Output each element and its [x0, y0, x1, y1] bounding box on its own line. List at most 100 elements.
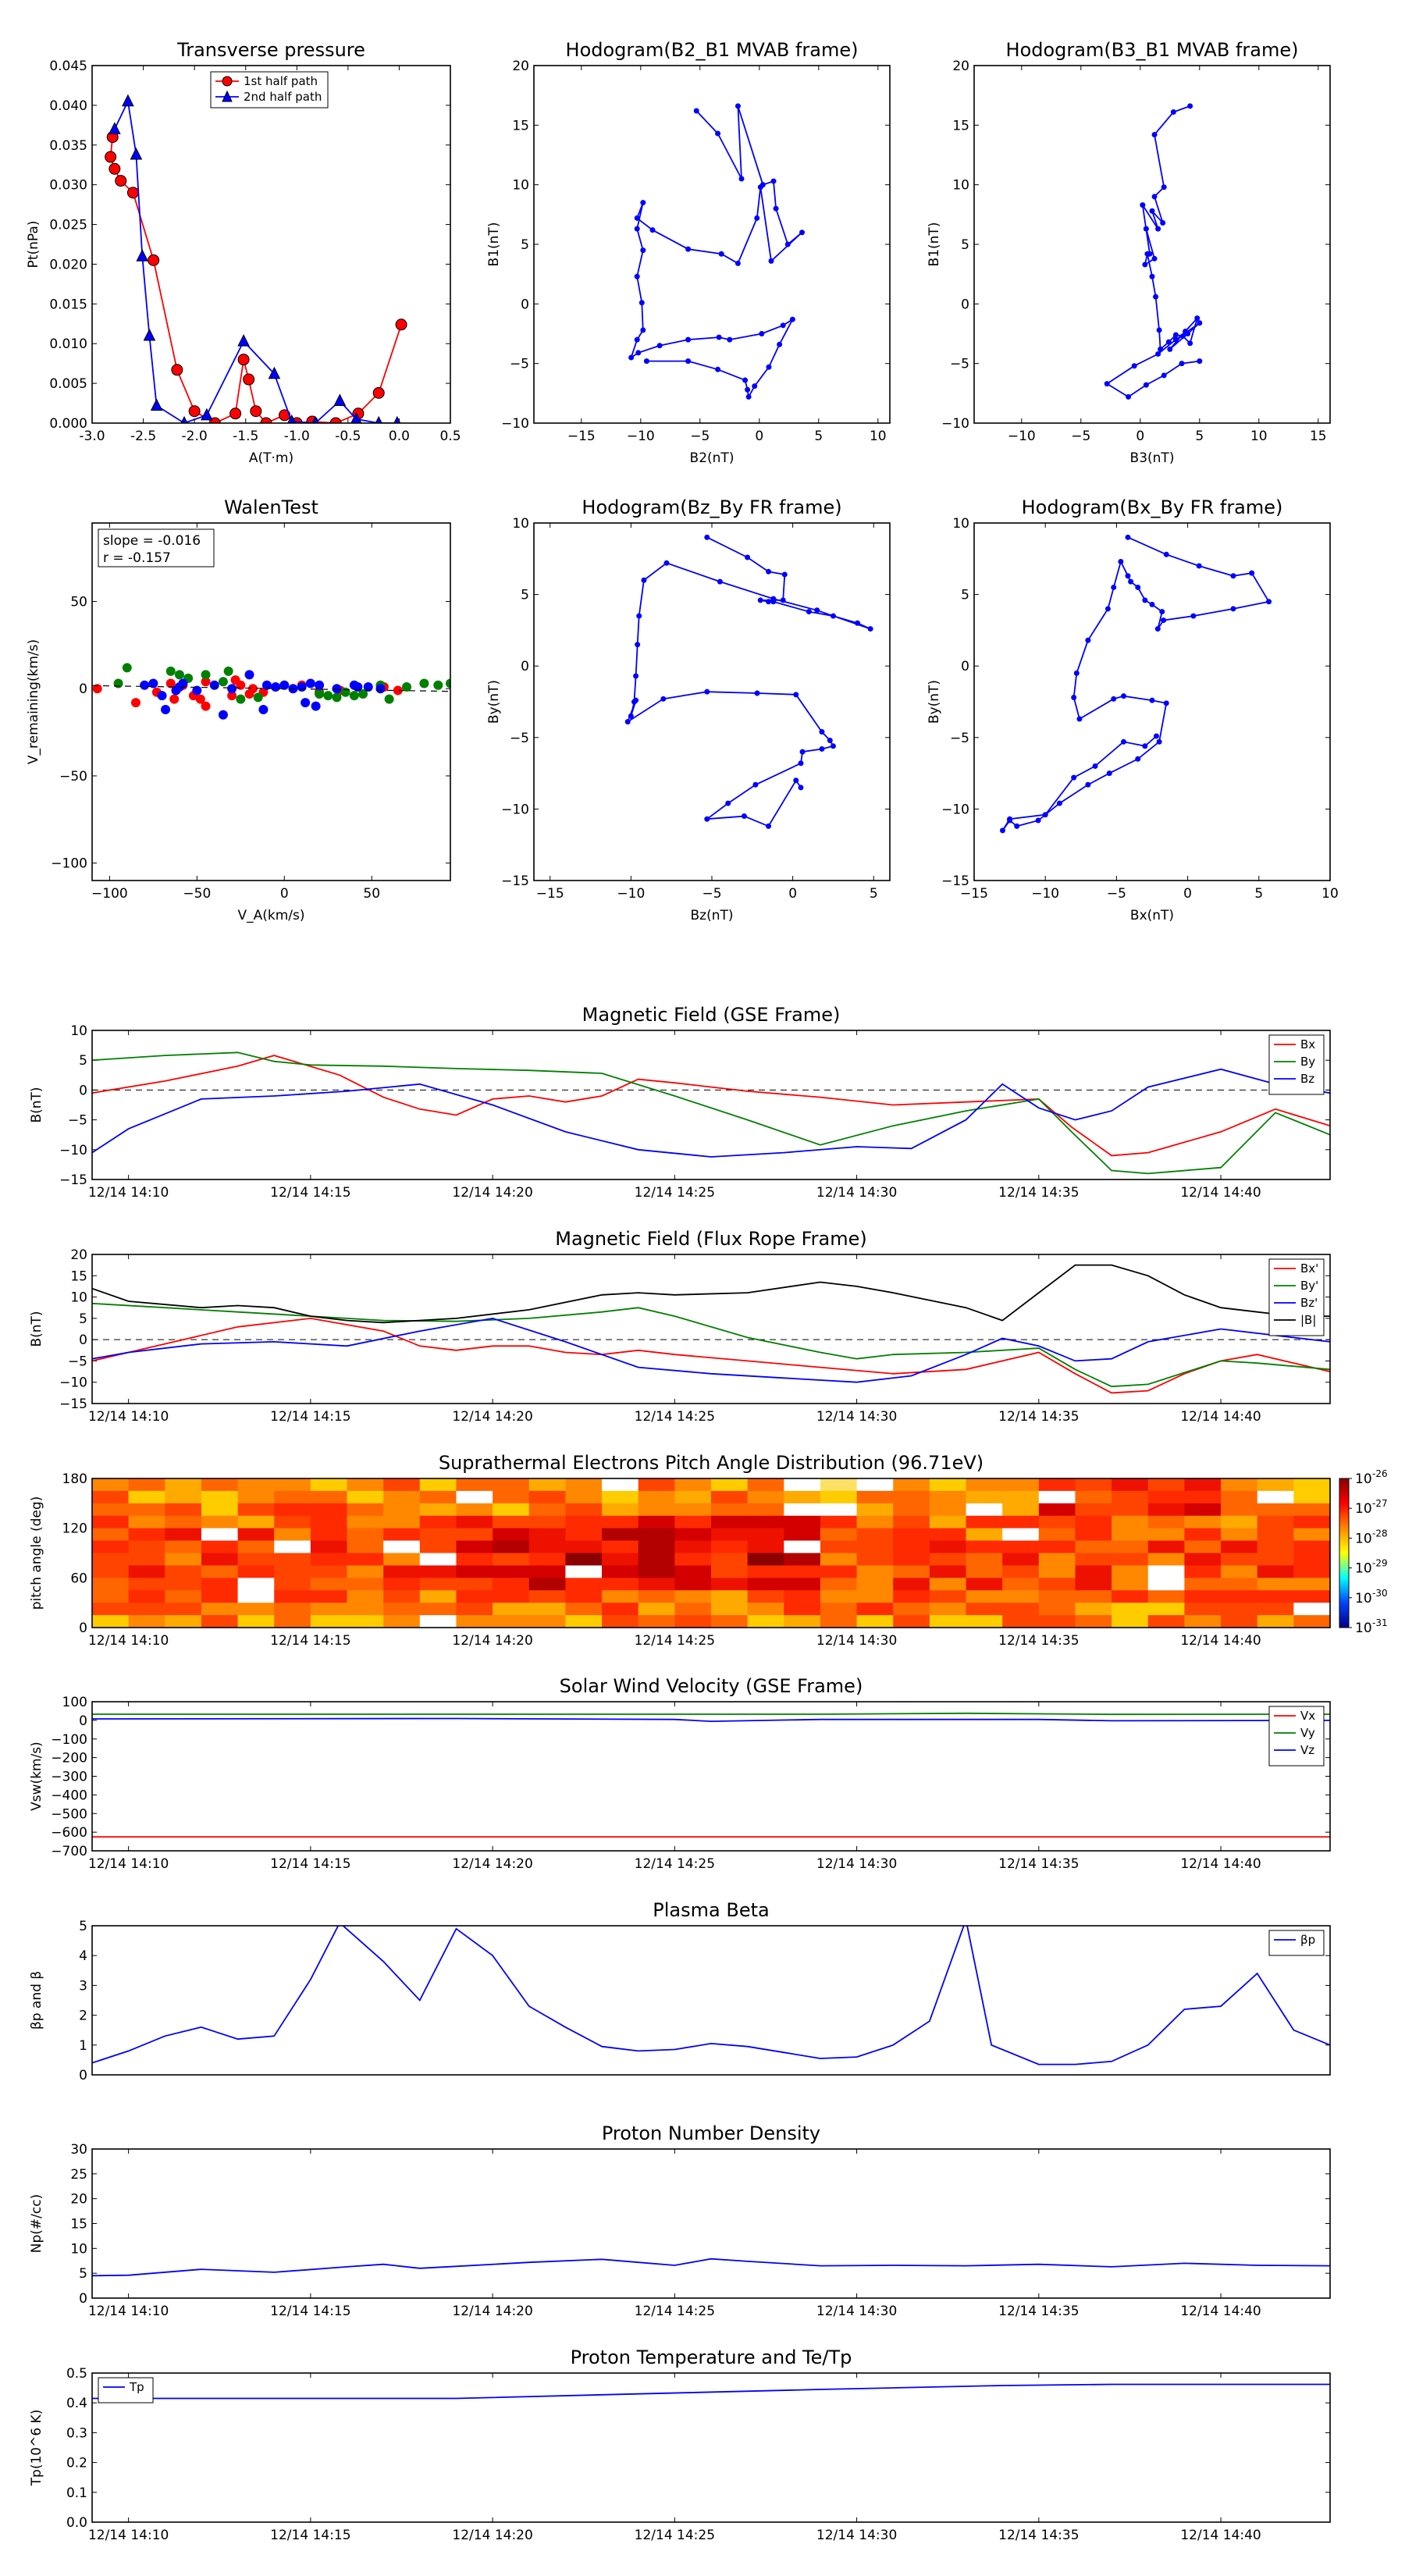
plot-area	[1104, 103, 1203, 400]
heatmap-cell	[856, 1503, 894, 1517]
data-point	[793, 777, 799, 784]
data-point	[1151, 132, 1158, 138]
data-point	[766, 599, 772, 605]
heatmap-cell	[1221, 1553, 1258, 1567]
heatmap-cell	[383, 1528, 421, 1542]
x-tick-label: 12/14 14:15	[270, 1633, 350, 1649]
data-point	[1172, 332, 1179, 338]
data-point	[1230, 606, 1236, 612]
heatmap-cell	[638, 1528, 675, 1542]
data-point	[1163, 551, 1169, 557]
x-tick-label: −10	[1008, 429, 1036, 444]
heatmap-cell	[347, 1615, 384, 1628]
data-point	[1128, 578, 1134, 585]
heatmap-cell	[128, 1553, 165, 1567]
legend: Tp	[98, 2377, 154, 2403]
heatmap-cell	[528, 1603, 567, 1616]
legend-label: 1st half path	[244, 74, 318, 88]
legend-label: Vy	[1300, 1726, 1315, 1740]
heatmap-cell	[92, 1490, 130, 1504]
heatmap-cell	[1112, 1515, 1149, 1529]
x-tick-label: 12/14 14:20	[452, 1856, 532, 1872]
heatmap-cell	[310, 1565, 348, 1578]
heatmap-cell	[128, 1515, 165, 1529]
y-axis-label: Pt(nPa)	[26, 221, 41, 269]
scatter-point	[363, 682, 373, 692]
data-point	[1056, 800, 1062, 806]
plot-area	[92, 2383, 1330, 2400]
heatmap-cell	[856, 1603, 894, 1616]
heatmap-cell	[1293, 1565, 1331, 1578]
scatter-point	[161, 705, 171, 715]
panel-vsw: Solar Wind Velocity (GSE Frame) −700 −600 −…	[29, 1675, 1331, 1872]
x-tick-label: 12/14 14:10	[88, 2304, 169, 2319]
heatmap-cell	[1221, 1590, 1258, 1603]
y-tick-label: −5	[950, 731, 969, 746]
heatmap-cell	[1257, 1515, 1294, 1529]
heatmap-cell	[128, 1540, 165, 1554]
plot-area	[624, 534, 873, 829]
heatmap-cell	[1002, 1490, 1040, 1504]
heatmap-cell	[1184, 1503, 1222, 1517]
panel-hodo_b3b1: Hodogram(B3_B1 MVAB frame) −10 −5 0 5 10 15 20 −…	[927, 39, 1331, 466]
annotation-frame	[98, 528, 215, 568]
data-point	[1185, 331, 1191, 336]
y-tick-label: 5	[961, 237, 969, 253]
data-point	[754, 690, 760, 696]
heatmap-cell	[966, 1578, 1003, 1591]
y-tick-label: 0	[79, 2291, 87, 2307]
data-point	[635, 642, 641, 648]
heatmap-cell	[165, 1515, 202, 1529]
heatmap-cell	[237, 1540, 275, 1554]
colorbar-label: 10	[1355, 1531, 1372, 1546]
data-point	[660, 696, 667, 702]
y-tick-label: 10	[70, 1290, 87, 1306]
heatmap-cell	[1075, 1615, 1112, 1628]
x-tick-label: 12/14 14:30	[816, 2304, 897, 2319]
plot-area	[92, 663, 450, 720]
heatmap-cell	[711, 1528, 749, 1542]
data-point	[830, 743, 836, 749]
heatmap-cell	[1075, 1478, 1112, 1492]
series-line-Bx	[92, 1055, 1330, 1157]
plot-area	[92, 1051, 1330, 1175]
heatmap-cell	[456, 1528, 493, 1542]
heatmap-cell	[347, 1515, 384, 1529]
legend-label: 2nd half path	[244, 90, 322, 104]
data-point	[108, 122, 121, 134]
data-point	[1014, 823, 1020, 829]
data-point	[704, 816, 710, 822]
data-point	[260, 417, 272, 423]
data-point	[1149, 601, 1155, 607]
heatmap-cell	[493, 1490, 530, 1504]
heatmap-cell	[493, 1615, 530, 1628]
y-tick-label: 2	[79, 2008, 87, 2024]
data-point	[287, 414, 297, 423]
heatmap-cell	[747, 1578, 784, 1591]
series-line-Bx	[92, 1317, 1330, 1394]
heatmap-cell	[383, 1578, 421, 1591]
heatmap-cell	[201, 1603, 239, 1616]
data-point	[1149, 697, 1155, 703]
y-tick-label: 0.015	[49, 297, 87, 312]
y-tick-label: 100	[62, 1695, 87, 1710]
x-axis-label: Bx(nT)	[1130, 908, 1174, 923]
legend-label: Bz'	[1300, 1296, 1318, 1310]
heatmap-cell	[1147, 1478, 1186, 1492]
heatmap-cell	[784, 1590, 821, 1603]
data-point	[1076, 716, 1083, 722]
x-tick-label: 12/14 14:15	[270, 2304, 350, 2319]
heatmap-cell	[638, 1578, 675, 1591]
heatmap-cell	[1002, 1528, 1040, 1542]
heatmap-cell	[1184, 1515, 1222, 1529]
scatter-point	[169, 694, 180, 704]
heatmap-cell	[674, 1578, 712, 1591]
heatmap-cell	[528, 1578, 567, 1591]
heatmap-cell	[820, 1615, 858, 1628]
heatmap-cell	[274, 1503, 311, 1517]
data-point	[1085, 637, 1091, 643]
heatmap-cell	[1075, 1553, 1112, 1567]
heatmap-cell	[347, 1503, 384, 1517]
x-tick-label: 0	[788, 886, 797, 902]
